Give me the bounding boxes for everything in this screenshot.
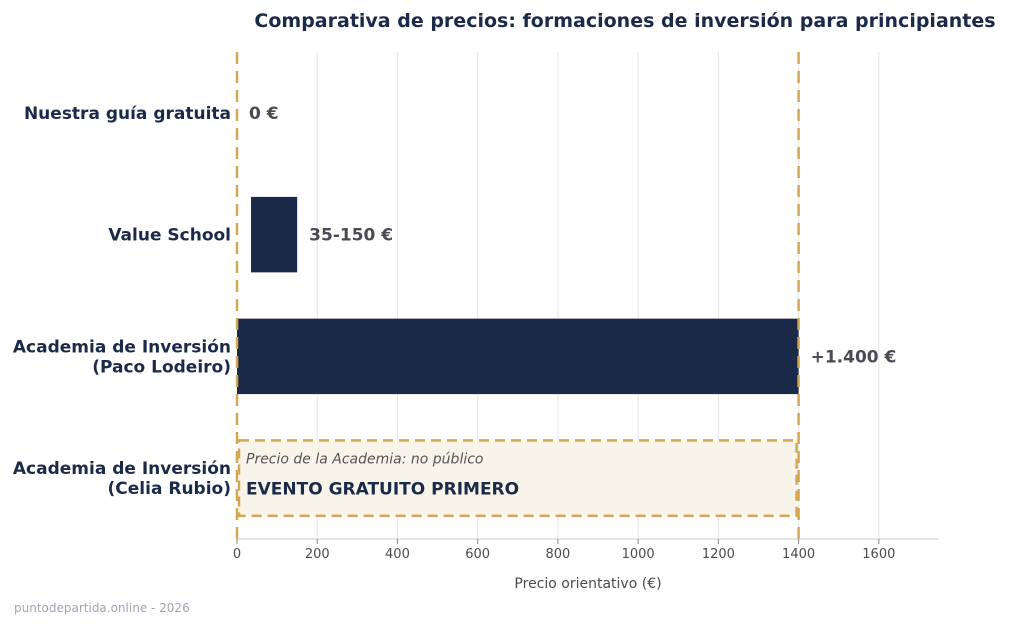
x-tick-label: 400 (385, 547, 410, 562)
x-axis-label: Precio orientativo (€) (514, 576, 661, 592)
x-tick-label: 1400 (782, 547, 815, 562)
category-label: Academia de Inversión (13, 337, 231, 357)
category-label: (Celia Rubio) (108, 479, 231, 499)
chart-title: Comparativa de precios: formaciones de i… (254, 10, 995, 32)
x-tick-label: 0 (233, 547, 241, 562)
x-ticks: 0 200 400 600 800 1000 1200 1400 1600 (233, 539, 895, 562)
category-label: Nuestra guía gratuita (24, 104, 231, 124)
x-tick-label: 200 (305, 547, 330, 562)
value-labels: 0 € 35-150 € +1.400 € Precio de la Academia… (246, 104, 896, 500)
bar-note-label: EVENTO GRATUITO PRIMERO (246, 479, 519, 499)
footer-credit: puntodepartida.online - 2026 (14, 601, 190, 615)
bar-value-label: 35-150 € (309, 226, 393, 246)
category-labels: Nuestra guía gratuita Value School Academi… (13, 104, 231, 499)
bar-value-label: 0 € (249, 104, 279, 124)
x-tick-label: 600 (465, 547, 490, 562)
x-tick-label: 800 (546, 547, 571, 562)
x-tick-label: 1000 (622, 547, 655, 562)
bar (237, 318, 799, 395)
reference-lines (235, 52, 800, 539)
category-label: Academia de Inversión (13, 459, 231, 479)
x-tick-label: 1600 (862, 547, 895, 562)
x-tick-label: 1200 (702, 547, 735, 562)
bar-value-label: +1.400 € (811, 347, 897, 367)
category-label: Value School (108, 226, 231, 246)
bar (251, 196, 298, 273)
bar-dashed-placeholder (237, 439, 798, 518)
bar-note-text: Precio de la Academia: no público (246, 451, 484, 467)
bars (237, 196, 799, 518)
category-label: (Paco Lodeiro) (92, 357, 231, 377)
